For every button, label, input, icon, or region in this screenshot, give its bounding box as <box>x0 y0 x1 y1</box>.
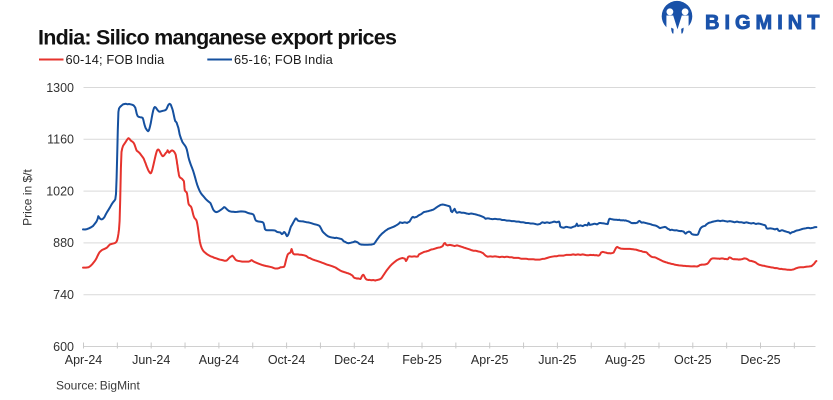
svg-text:Apr-25: Apr-25 <box>471 353 509 367</box>
svg-text:Aug-24: Aug-24 <box>199 353 239 367</box>
svg-text:1160: 1160 <box>47 133 74 147</box>
svg-text:Jun-25: Jun-25 <box>538 353 576 367</box>
svg-text:1020: 1020 <box>46 184 74 198</box>
svg-text:Oct-24: Oct-24 <box>268 353 306 367</box>
svg-text:Aug-25: Aug-25 <box>605 353 645 367</box>
svg-text:60-14; FOB India: 60-14; FOB India <box>66 52 166 67</box>
svg-text:Price in $/t: Price in $/t <box>21 168 35 225</box>
svg-text:740: 740 <box>53 288 74 302</box>
svg-text:BIGMINT: BIGMINT <box>705 12 824 34</box>
svg-text:Apr-24: Apr-24 <box>65 353 103 367</box>
svg-text:Dec-24: Dec-24 <box>334 353 374 367</box>
svg-text:65-16; FOB India: 65-16; FOB India <box>234 52 334 67</box>
svg-text:880: 880 <box>53 236 74 250</box>
svg-text:Source: BigMint: Source: BigMint <box>56 379 140 393</box>
svg-text:600: 600 <box>53 340 74 354</box>
svg-text:Jun-24: Jun-24 <box>132 353 170 367</box>
svg-text:India: Silico manganese export: India: Silico manganese export prices <box>38 26 397 50</box>
svg-text:Feb-25: Feb-25 <box>402 353 442 367</box>
svg-text:Dec-25: Dec-25 <box>740 353 780 367</box>
svg-text:Oct-25: Oct-25 <box>674 353 712 367</box>
svg-text:1300: 1300 <box>46 81 74 95</box>
